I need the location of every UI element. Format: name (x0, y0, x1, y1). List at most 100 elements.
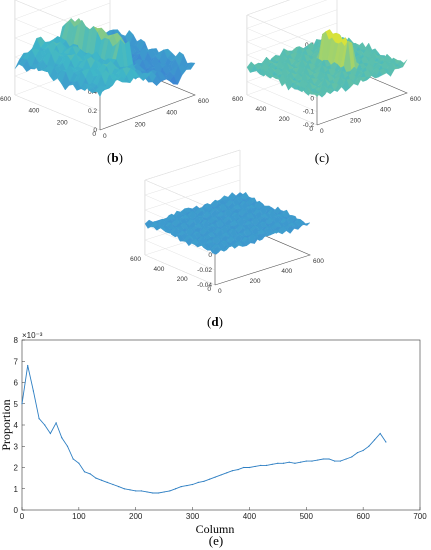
data-point (265, 464, 268, 466)
panel-e: 0 100 200 300 400 500 600 700 0 1 2 3 4 5 6 7 8 ×10⁻³ Colu… (0, 330, 431, 536)
y-tick-label: 1 (14, 485, 19, 494)
surface-plot-c: 0.40.30.20.10-0.1-0.26004002000020040060… (232, 0, 421, 135)
data-point (243, 466, 245, 469)
data-point (379, 432, 381, 435)
y-tick-label: 4 (14, 421, 19, 430)
grid-line (246, 0, 328, 59)
z-tick-label: 0 (93, 127, 97, 134)
surface-facet (212, 251, 220, 255)
data-point (112, 483, 114, 486)
y-tick-label: 7 (14, 357, 19, 366)
data-point (209, 478, 211, 480)
data-point (163, 491, 165, 493)
y-tick-label: 0 (92, 131, 96, 138)
plot-frame (21, 339, 421, 511)
data-point (27, 364, 29, 367)
panel-d: 0.060.040.020-0.02-0.0460040020000200400… (110, 149, 325, 315)
x-axis-label: Column (196, 522, 235, 536)
y-tick-label: 200 (279, 116, 290, 123)
y-tick-label: 0 (207, 286, 211, 293)
panel-c: 0.40.30.20.10-0.1-0.26004002000020040060… (222, 0, 431, 170)
data-point (226, 472, 228, 474)
caption-b: (b) (107, 150, 123, 165)
data-point (288, 461, 290, 463)
data-point (197, 481, 199, 483)
x-tick-label: 200 (135, 121, 146, 128)
y-tick-label: 200 (57, 119, 68, 126)
line-chart-e: 0 100 200 300 400 500 600 700 0 1 2 3 4 5 6 7 8×10⁻³ Colu… (0, 331, 428, 536)
data-point (203, 480, 205, 482)
x-tick-label: 0 (103, 133, 107, 140)
z-tick-label: -0.1 (303, 109, 315, 116)
data-point (220, 474, 222, 476)
surface (246, 28, 408, 98)
data-point (129, 489, 131, 491)
surface-facet (95, 85, 105, 98)
y-exponent-label: ×10⁻³ (22, 331, 43, 340)
data-point (373, 439, 376, 441)
data-point (339, 460, 341, 462)
data-point (101, 479, 103, 481)
data-point (95, 477, 97, 479)
axis-ticks: 0 100 200 300 400 500 600 700 0 1 2 3 4 5 6 7 8 (14, 336, 428, 521)
data-point (300, 461, 302, 463)
x-tick-label: 500 (300, 512, 314, 521)
data-point (135, 490, 137, 492)
data-point (277, 462, 279, 464)
data-point (32, 390, 34, 392)
y-tick-label: 3 (14, 442, 19, 451)
z-tick-label: 0.2 (88, 108, 97, 115)
x-tick-label: 400 (380, 107, 391, 114)
y-tick-label: 400 (255, 106, 266, 113)
data-point (72, 458, 74, 460)
y-tick-label: 600 (232, 96, 243, 103)
surface-facet (313, 91, 322, 98)
data-point (49, 432, 52, 435)
y-tick-label: 8 (14, 336, 19, 345)
x-tick-label: 600 (410, 96, 421, 103)
data-point (351, 456, 353, 458)
y-tick-label: 6 (14, 379, 19, 388)
data-point (260, 464, 262, 466)
grid-line (144, 149, 241, 211)
data-point (140, 490, 142, 492)
data-point (345, 458, 347, 460)
data-point (66, 445, 69, 447)
data-point (152, 492, 154, 494)
data-point (368, 445, 370, 447)
caption-e: (e) (208, 533, 224, 548)
z-tick-label: 0 (208, 252, 212, 259)
grid-line (246, 0, 318, 46)
y-tick-label: 2 (14, 464, 19, 473)
data-point (305, 460, 307, 462)
data-point (106, 481, 108, 483)
data-point (294, 462, 296, 464)
x-tick-label: 300 (186, 512, 200, 521)
data-point (157, 492, 160, 494)
y-tick-label: 400 (28, 108, 39, 115)
x-tick-label: 100 (72, 512, 86, 521)
data-point (174, 488, 177, 490)
data-point (169, 490, 171, 492)
x-tick-label: 600 (198, 98, 209, 105)
surface (144, 191, 311, 255)
y-tick-label: 0 (309, 126, 313, 133)
data-point (356, 452, 359, 454)
data-point (362, 449, 364, 452)
data-point (123, 488, 125, 490)
data-point (83, 471, 86, 473)
data-point (186, 484, 188, 487)
data-point (254, 465, 256, 468)
data-point (385, 441, 387, 443)
x-tick-label: 400 (243, 512, 257, 521)
x-tick-label: 400 (166, 110, 177, 117)
data-point (180, 486, 182, 488)
data-point (78, 462, 80, 464)
x-tick-label: 0 (320, 128, 324, 135)
data-point (282, 462, 285, 464)
z-tick-label: 0 (310, 95, 314, 102)
y-tick-label: 600 (0, 96, 11, 103)
y-tick-label: 5 (14, 400, 19, 409)
x-tick-label: 0 (218, 288, 222, 295)
